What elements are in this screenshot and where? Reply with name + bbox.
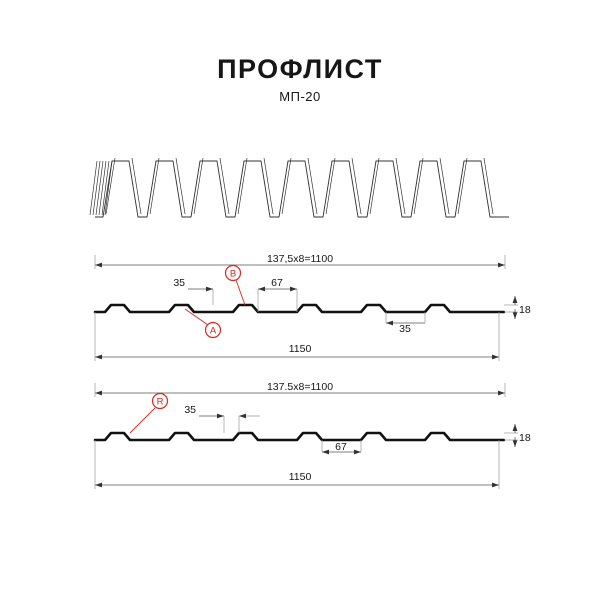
- svg-text:R: R: [157, 397, 164, 408]
- svg-text:137,5x8=1100: 137,5x8=1100: [267, 253, 333, 265]
- svg-text:A: A: [210, 326, 217, 337]
- svg-text:35: 35: [173, 277, 185, 289]
- svg-text:1150: 1150: [289, 471, 312, 483]
- svg-text:18: 18: [519, 432, 531, 444]
- svg-text:35: 35: [184, 404, 196, 416]
- svg-text:B: B: [230, 269, 236, 280]
- svg-text:67: 67: [271, 277, 283, 289]
- svg-text:18: 18: [519, 304, 531, 316]
- svg-text:1150: 1150: [289, 343, 312, 355]
- svg-text:137.5x8=1100: 137.5x8=1100: [267, 381, 333, 393]
- svg-text:67: 67: [335, 441, 347, 453]
- svg-text:МП-20: МП-20: [279, 89, 320, 104]
- svg-text:ПРОФЛИСТ: ПРОФЛИСТ: [217, 54, 383, 84]
- svg-text:35: 35: [399, 323, 411, 335]
